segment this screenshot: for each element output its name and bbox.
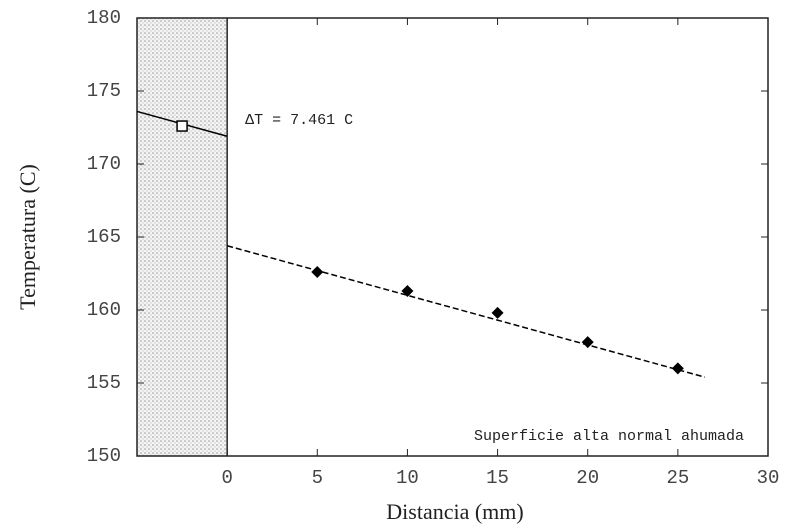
x-tick-label: 10 [396, 467, 419, 489]
y-tick-label: 175 [87, 80, 121, 102]
y-tick-label: 160 [87, 299, 121, 321]
y-axis-label: Temperatura (C) [15, 164, 40, 310]
annotation: ΔT = 7.461 C [245, 112, 353, 129]
y-tick-label: 180 [87, 7, 121, 29]
plot-frame [136, 17, 769, 457]
x-tick-label: 0 [221, 467, 232, 489]
x-tick-label: 20 [576, 467, 599, 489]
wall-point [176, 120, 188, 132]
x-tick-label: 25 [666, 467, 689, 489]
x-tick-label: 30 [757, 467, 780, 489]
data-point [491, 306, 504, 319]
y-tick-label: 155 [87, 372, 121, 394]
fit-line [226, 245, 706, 378]
x-tick-label: 15 [486, 467, 509, 489]
x-axis-label: Distancia (mm) [386, 499, 523, 524]
data-point [401, 285, 414, 298]
data-point [311, 266, 324, 279]
y-tick-label: 165 [87, 226, 121, 248]
y-tick-label: 150 [87, 445, 121, 467]
wall-region [137, 18, 228, 456]
data-point [581, 336, 594, 349]
data-point [671, 362, 684, 375]
annotation: Superficie alta normal ahumada [474, 428, 744, 445]
y-tick-label: 170 [87, 153, 121, 175]
x-tick-label: 5 [312, 467, 323, 489]
